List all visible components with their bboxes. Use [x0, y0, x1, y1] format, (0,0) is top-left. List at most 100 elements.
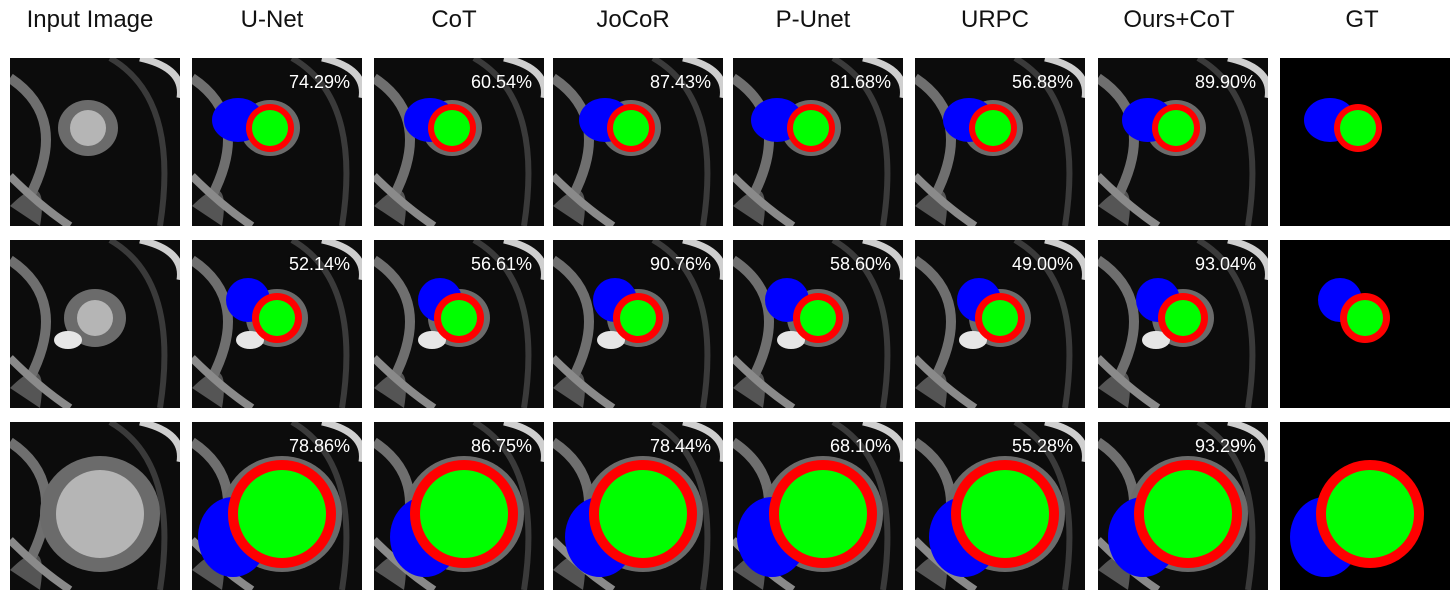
- image-tile: 90.76%: [553, 240, 723, 408]
- image-tile: 56.88%: [915, 58, 1085, 226]
- bright-region: [777, 331, 805, 349]
- tile-image: [915, 58, 1085, 226]
- anatomy-edge: [1196, 240, 1256, 408]
- anatomy-edge: [108, 422, 168, 590]
- left-ventricle-mask: [259, 300, 295, 336]
- anatomy-edge: [139, 422, 180, 462]
- anatomy-edge: [503, 240, 544, 280]
- image-tile: 60.54%: [374, 58, 544, 226]
- anatomy-edge: [321, 58, 362, 98]
- tile-image: [374, 240, 544, 408]
- left-ventricle-mask: [420, 470, 508, 558]
- anatomy-edge: [862, 422, 903, 462]
- left-ventricle-mask: [434, 110, 470, 146]
- dice-score: 56.88%: [1011, 72, 1073, 92]
- left-ventricle-mask: [238, 470, 326, 558]
- tile-image: [1098, 240, 1268, 408]
- tile-image: [192, 422, 362, 590]
- dice-score: 93.29%: [1194, 436, 1256, 456]
- column-header-cot: CoT: [431, 6, 477, 33]
- anatomy-edge: [553, 255, 594, 381]
- anatomy-edge: [290, 240, 350, 408]
- image-tile: [1280, 58, 1450, 226]
- image-tile: 93.29%: [1098, 422, 1268, 590]
- anatomy-edge: [1044, 422, 1085, 462]
- anatomy-edge: [139, 58, 180, 98]
- left-ventricle-mask: [1326, 470, 1414, 558]
- anatomy-edge: [503, 422, 544, 462]
- left-ventricle-mask: [961, 470, 1049, 558]
- heart-cavity: [56, 470, 144, 558]
- bright-region: [597, 331, 625, 349]
- anatomy-edge: [472, 58, 532, 226]
- anatomy-edge: [651, 58, 711, 226]
- image-tile: [10, 240, 180, 408]
- tile-image: [733, 422, 903, 590]
- left-ventricle-mask: [252, 110, 288, 146]
- tile-image: [553, 58, 723, 226]
- tile-image: [374, 422, 544, 590]
- image-tile: [1280, 240, 1450, 408]
- tile-image: [10, 422, 180, 590]
- image-tile: 55.28%: [915, 422, 1085, 590]
- anatomy-edge: [915, 255, 956, 381]
- anatomy-edge: [915, 173, 978, 226]
- left-ventricle-mask: [599, 470, 687, 558]
- anatomy-edge: [733, 355, 796, 408]
- column-header-gt: GT: [1345, 6, 1379, 33]
- left-ventricle-mask: [800, 300, 836, 336]
- left-ventricle-mask: [620, 300, 656, 336]
- anatomy-edge: [1196, 58, 1256, 226]
- anatomy-edge: [553, 173, 616, 226]
- anatomy-edge: [321, 240, 362, 280]
- dice-score: 86.75%: [470, 436, 532, 456]
- left-ventricle-mask: [1158, 110, 1194, 146]
- anatomy-edge: [862, 58, 903, 98]
- column-header-ours-cot: Ours+CoT: [1123, 6, 1235, 33]
- anatomy-edge: [290, 58, 350, 226]
- dice-score: 58.60%: [829, 254, 891, 274]
- dice-score: 81.68%: [829, 72, 891, 92]
- anatomy-edge: [831, 58, 891, 226]
- left-ventricle-mask: [779, 470, 867, 558]
- anatomy-edge: [10, 255, 51, 381]
- anatomy-edge: [915, 355, 978, 408]
- anatomy-edge: [1227, 240, 1268, 280]
- anatomy-edge: [1227, 58, 1268, 98]
- image-tile: 52.14%: [192, 240, 362, 408]
- tile-image: [1280, 58, 1450, 226]
- tile-image: [915, 422, 1085, 590]
- anatomy-edge: [1098, 355, 1161, 408]
- left-ventricle-mask: [975, 110, 1011, 146]
- column-header-input-image: Input Image: [26, 6, 154, 33]
- left-ventricle-mask: [982, 300, 1018, 336]
- anatomy-edge: [862, 240, 903, 280]
- left-ventricle-mask: [793, 110, 829, 146]
- anatomy-edge: [374, 255, 415, 381]
- anatomy-edge: [290, 422, 350, 590]
- left-ventricle-mask: [1144, 470, 1232, 558]
- tile-image: [1098, 58, 1268, 226]
- left-ventricle-mask: [1165, 300, 1201, 336]
- anatomy-edge: [1196, 422, 1256, 590]
- dice-score: 56.61%: [470, 254, 532, 274]
- image-tile: 78.86%: [192, 422, 362, 590]
- anatomy-edge: [831, 422, 891, 590]
- anatomy-edge: [682, 240, 723, 280]
- bright-region: [418, 331, 446, 349]
- tile-image: [553, 422, 723, 590]
- anatomy-edge: [192, 355, 255, 408]
- image-tile: [10, 58, 180, 226]
- left-ventricle-mask: [613, 110, 649, 146]
- dice-score: 49.00%: [1011, 254, 1073, 274]
- dice-score: 74.29%: [288, 72, 350, 92]
- anatomy-edge: [1098, 255, 1139, 381]
- left-ventricle-mask: [441, 300, 477, 336]
- anatomy-edge: [651, 422, 711, 590]
- tile-image: [192, 58, 362, 226]
- anatomy-edge: [472, 422, 532, 590]
- anatomy-edge: [1098, 173, 1161, 226]
- anatomy-edge: [472, 240, 532, 408]
- anatomy-edge: [831, 240, 891, 408]
- bright-region: [54, 331, 82, 349]
